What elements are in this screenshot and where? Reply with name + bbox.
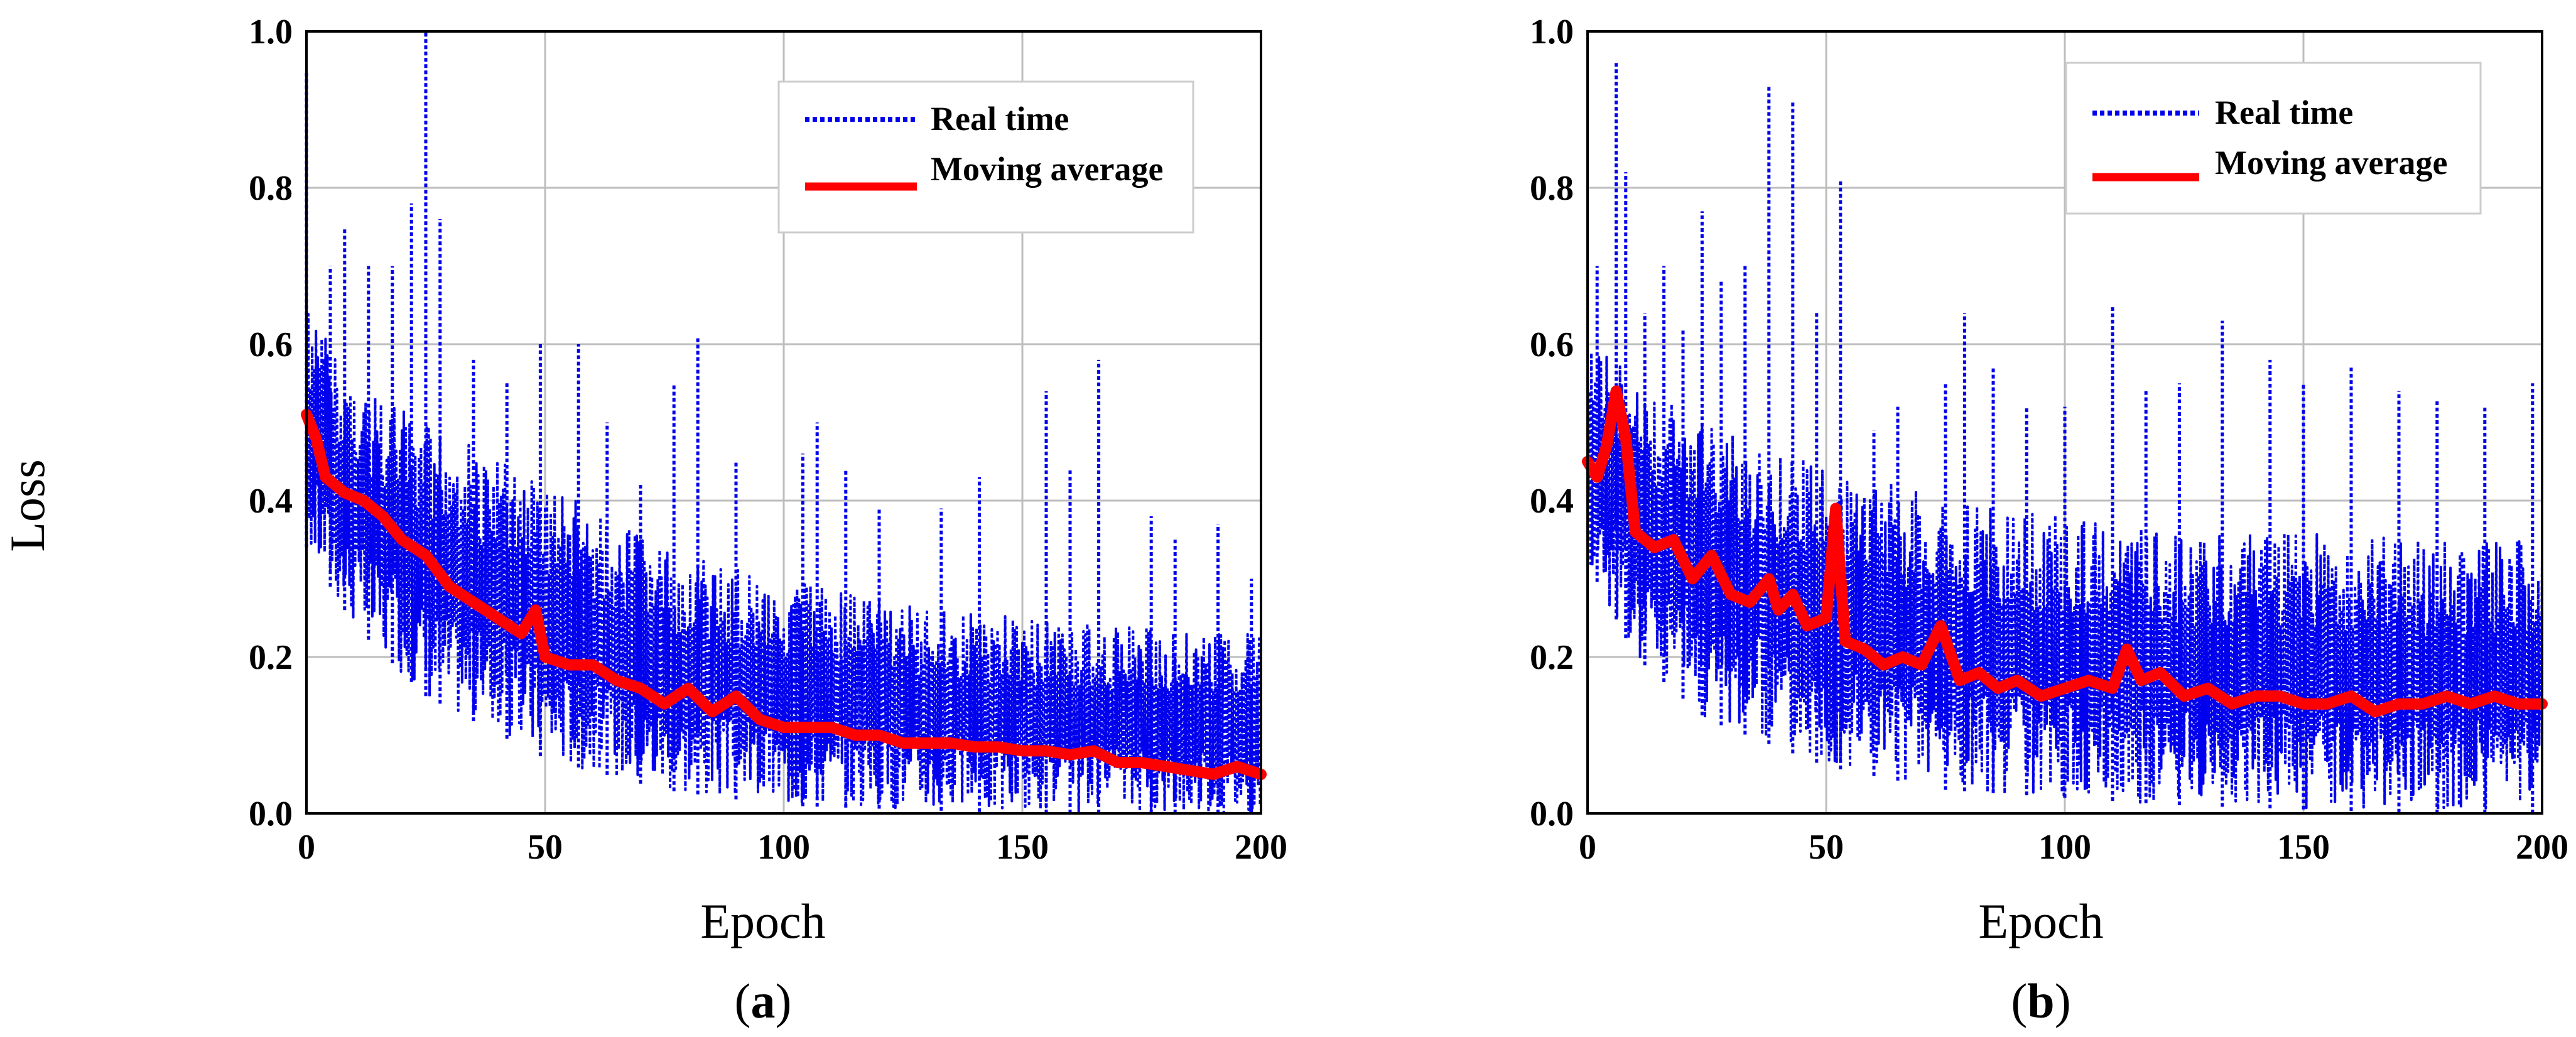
panel-a-y-tick-label-5: 1.0 (249, 13, 293, 52)
panel-b-x-axis-label: Epoch (1978, 894, 2103, 948)
panel-a-legend-box (777, 80, 1194, 234)
panel-a-y-tick-label-3: 0.6 (249, 325, 293, 364)
panel-a-real-time-band (305, 313, 1262, 815)
panel-b-x-tick-labels: 0 50 100 150 200 (1579, 828, 2568, 867)
panel-b-x-tick-label-2: 100 (2038, 828, 2091, 867)
panel-b-plot-border (1586, 30, 2543, 815)
panel-b-y-tick-label-1: 0.2 (1530, 638, 1574, 677)
panel-b-legend-box (2065, 62, 2482, 215)
panel-a-plot-border (305, 30, 1262, 815)
panel-a-y-tick-label-0: 0.0 (249, 795, 293, 833)
panel-b-real-time-line (1586, 339, 2543, 812)
panel-b-letter: b (2027, 974, 2054, 1028)
panel-a-x-tick-label-4: 200 (1235, 828, 1287, 867)
panel-a-x-tick-label-3: 150 (996, 828, 1049, 867)
panel-b-x-tick-label-1: 50 (1809, 828, 1844, 867)
panel-a-legend-moving-average-label: Moving average (931, 150, 1163, 188)
panel-a-legend: Real time Moving average (777, 80, 1194, 234)
panel-b-legend-moving-average-label: Moving average (2215, 144, 2447, 182)
panel-b-y-tick-label-0: 0.0 (1530, 795, 1574, 833)
panel-a-moving-average-group (301, 409, 1267, 780)
panel-b-x-tick-label-0: 0 (1579, 828, 1596, 867)
panel-b-x-tick-label-3: 150 (2277, 828, 2330, 867)
panel-b-real-time-spikes (1595, 62, 2535, 813)
panel-a-y-tick-label-1: 0.2 (249, 638, 293, 677)
panel-a-legend-real-time-label: Real time (931, 100, 1069, 138)
panel-b-caption: (b) (2011, 974, 2070, 1028)
panel-b-moving-average-group (1582, 385, 2548, 718)
panel-b-y-tick-label-5: 1.0 (1530, 13, 1574, 52)
panel-b-legend: Real time Moving average (2065, 62, 2482, 215)
panel-b-real-time-band (1586, 339, 2543, 812)
panel-a-x-tick-label-1: 50 (528, 828, 563, 867)
panel-b-legend-real-time-label: Real time (2215, 94, 2353, 131)
panel-a-x-tick-labels: 0 50 100 150 200 (298, 828, 1287, 867)
panel-a-moving-average-line (301, 409, 1267, 780)
panel-a-y-tick-labels: 0.0 0.2 0.4 0.6 0.8 1.0 (249, 13, 293, 833)
panel-b-x-tick-label-4: 200 (2516, 828, 2568, 867)
chart-panel-b: 0.0 0.2 0.4 0.6 0.8 1.0 0 50 100 150 200 Real tim… (1530, 13, 2568, 1028)
panel-a-caption: (a) (735, 974, 792, 1028)
chart-panel-a: 0.0 0.2 0.4 0.6 0.8 1.0 0 50 100 150 200 Real tim… (249, 13, 1287, 1028)
shared-y-axis-label: Loss (0, 459, 55, 551)
panel-a-x-axis-label: Epoch (700, 894, 825, 948)
panel-b-y-tick-label-3: 0.6 (1530, 325, 1574, 364)
panel-a-x-tick-label-0: 0 (298, 828, 315, 867)
panel-a-real-time-line (305, 313, 1262, 815)
panel-a-y-tick-label-2: 0.4 (249, 482, 293, 521)
panel-b-moving-average-line (1582, 385, 2548, 718)
panel-a-letter: a (751, 974, 776, 1028)
panel-a-y-tick-label-4: 0.8 (249, 169, 293, 208)
panel-b-y-tick-label-4: 0.8 (1530, 169, 1574, 208)
panel-b-y-tick-label-2: 0.4 (1530, 482, 1574, 521)
panel-b-y-tick-labels: 0.0 0.2 0.4 0.6 0.8 1.0 (1530, 13, 1574, 833)
panel-a-x-tick-label-2: 100 (757, 828, 810, 867)
